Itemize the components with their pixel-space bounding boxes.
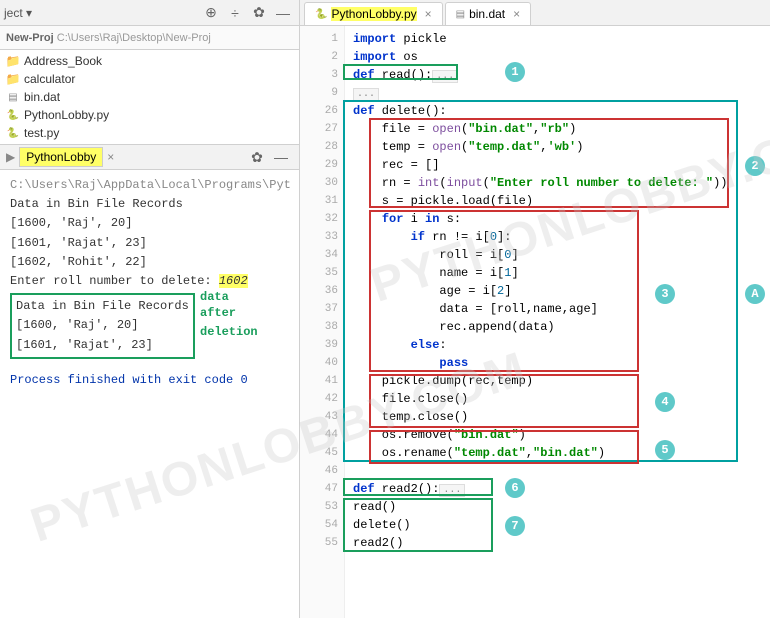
console-tab[interactable]: PythonLobby: [19, 147, 103, 167]
editor-panel: 🐍 PythonLobby.py × ▤ bin.dat × 123926272…: [300, 0, 770, 618]
console-tab-bar: ▶ PythonLobby × ✿ —: [0, 144, 299, 170]
close-icon[interactable]: ×: [107, 150, 114, 164]
divider-icon: ÷: [226, 4, 244, 22]
editor-body: 1239262728293031323334353637383940414243…: [300, 26, 770, 618]
file-tree: 📁Address_Book 📁calculator ▤bin.dat 🐍Pyth…: [0, 50, 299, 144]
tree-item-file[interactable]: ▤bin.dat: [0, 88, 299, 106]
annotation-number: 4: [655, 392, 675, 412]
folder-icon: 📁: [6, 72, 20, 86]
python-icon: 🐍: [6, 126, 20, 140]
annotation-number: 1: [505, 62, 525, 82]
close-icon[interactable]: ×: [425, 7, 432, 21]
user-input: 1602: [219, 274, 248, 288]
file-icon: ▤: [6, 90, 20, 104]
annotation-number: 3: [655, 284, 675, 304]
gear-icon[interactable]: ✿: [250, 4, 268, 22]
console-line: Data in Bin File Records: [10, 195, 289, 214]
tree-item-folder[interactable]: 📁Address_Book: [0, 52, 299, 70]
console-line: [1600, 'Raj', 20]: [10, 214, 289, 233]
gear-icon[interactable]: ✿: [248, 148, 266, 166]
code-area[interactable]: import pickle import os def read():... .…: [345, 26, 770, 618]
annotation-label: after deletion: [200, 304, 299, 342]
project-path: C:\Users\Raj\Desktop\New-Proj: [57, 32, 211, 44]
editor-tab[interactable]: ▤ bin.dat ×: [445, 2, 532, 25]
run-icon[interactable]: ▶: [6, 150, 15, 164]
breadcrumb: New-Proj C:\Users\Raj\Desktop\New-Proj: [0, 26, 299, 50]
minimize-icon[interactable]: —: [274, 4, 292, 22]
file-icon: ▤: [456, 9, 465, 20]
data-after-box: Data in Bin File Records [1600, 'Raj', 2…: [10, 293, 195, 359]
console-output: C:\Users\Raj\AppData\Local\Programs\Pyt …: [0, 170, 299, 618]
project-name: New-Proj: [6, 32, 54, 44]
exit-message: Process finished with exit code 0: [10, 371, 289, 390]
target-icon[interactable]: ⊕: [202, 4, 220, 22]
console-line: [1602, 'Rohit', 22]: [10, 253, 289, 272]
folder-icon: 📁: [6, 54, 20, 68]
annotation-number: 2: [745, 156, 765, 176]
toolbar-label[interactable]: ject ▾: [4, 6, 32, 20]
minimize-icon[interactable]: —: [272, 148, 290, 166]
project-panel: ject ▾ ⊕ ÷ ✿ — New-Proj C:\Users\Raj\Des…: [0, 0, 300, 618]
annotation-number: A: [745, 284, 765, 304]
tree-item-folder[interactable]: 📁calculator: [0, 70, 299, 88]
console-path: C:\Users\Raj\AppData\Local\Programs\Pyt: [10, 176, 289, 195]
line-gutter: 1239262728293031323334353637383940414243…: [300, 26, 345, 618]
python-icon: 🐍: [6, 108, 20, 122]
console-prompt-line: Enter roll number to delete: 1602: [10, 272, 289, 291]
editor-tabs: 🐍 PythonLobby.py × ▤ bin.dat ×: [300, 0, 770, 26]
editor-tab[interactable]: 🐍 PythonLobby.py ×: [304, 2, 443, 25]
annotation-number: 5: [655, 440, 675, 460]
python-icon: 🐍: [315, 9, 327, 20]
close-icon[interactable]: ×: [513, 7, 520, 21]
console-line: [1601, 'Rajat', 23]: [10, 234, 289, 253]
tree-item-file[interactable]: 🐍test.py: [0, 124, 299, 142]
annotation-number: 6: [505, 478, 525, 498]
project-toolbar: ject ▾ ⊕ ÷ ✿ —: [0, 0, 299, 26]
tree-item-file[interactable]: 🐍PythonLobby.py: [0, 106, 299, 124]
annotation-number: 7: [505, 516, 525, 536]
